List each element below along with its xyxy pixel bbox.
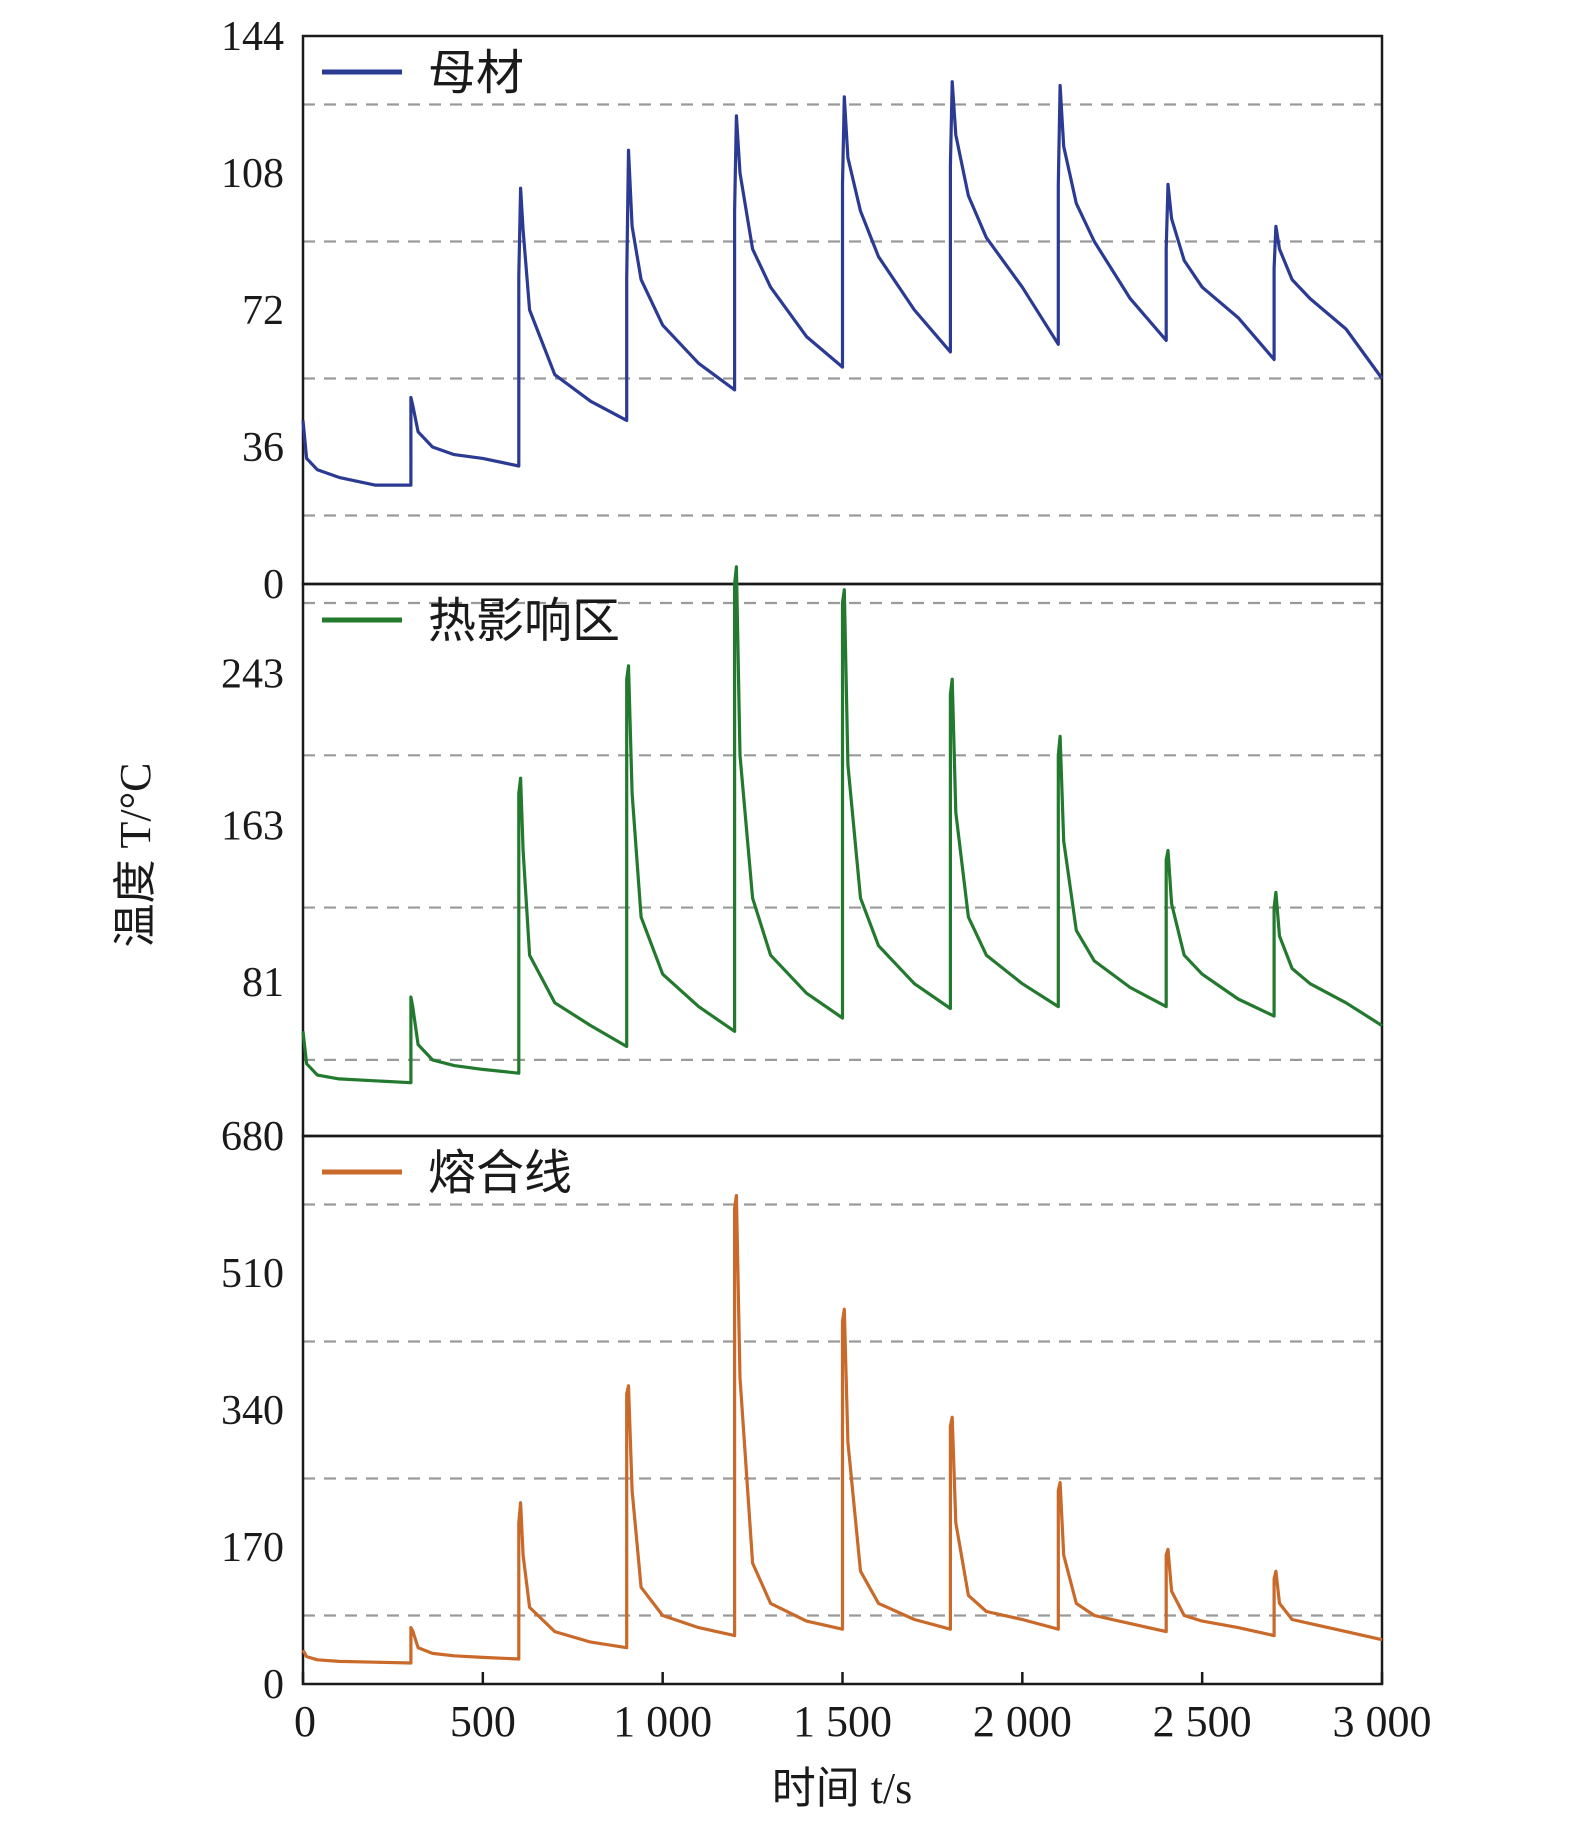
x-tick-label: 1 000	[613, 1697, 712, 1746]
y-tick-label: 680	[221, 1114, 284, 1160]
x-tick-label: 0	[294, 1697, 316, 1746]
legend-label: 热影响区	[428, 595, 620, 648]
x-tick-label: 2 000	[973, 1697, 1072, 1746]
y-tick-label: 144	[221, 14, 284, 60]
series-line	[301, 565, 1383, 1085]
y-tick-label: 72	[242, 288, 284, 334]
y-tick-label: 36	[242, 425, 284, 471]
legend-label: 母材	[428, 47, 524, 100]
y-axis-label: 温度 T/°C	[111, 762, 160, 947]
x-tick-label: 3 000	[1333, 1697, 1432, 1746]
y-tick-label: 340	[221, 1388, 284, 1434]
y-tick-label: 108	[221, 151, 284, 197]
y-tick-label: 0	[263, 562, 284, 608]
panel-3: 0 170 340 510 680 熔合线	[221, 1114, 1384, 1708]
series-line	[301, 1194, 1383, 1665]
x-tick-label: 2 500	[1153, 1697, 1252, 1746]
y-tick-label: 81	[242, 960, 284, 1006]
y-tick-label: 0	[263, 1114, 284, 1160]
x-tick-label: 500	[450, 1697, 516, 1746]
y-tick-label: 170	[221, 1525, 284, 1571]
legend-label: 熔合线	[428, 1147, 572, 1200]
y-tick-label: 243	[221, 651, 284, 697]
panel-1: 0 36 72 108 144 母材	[221, 14, 1384, 608]
y-tick-label: 163	[221, 804, 284, 850]
y-tick-label: 0	[263, 1662, 284, 1708]
series-line	[301, 80, 1384, 487]
panel-2: 0 81 163 243 热影响区	[221, 565, 1384, 1160]
y-tick-label: 510	[221, 1251, 284, 1297]
x-axis-label: 时间 t/s	[772, 1764, 913, 1813]
x-tick-label: 1 500	[793, 1697, 892, 1746]
